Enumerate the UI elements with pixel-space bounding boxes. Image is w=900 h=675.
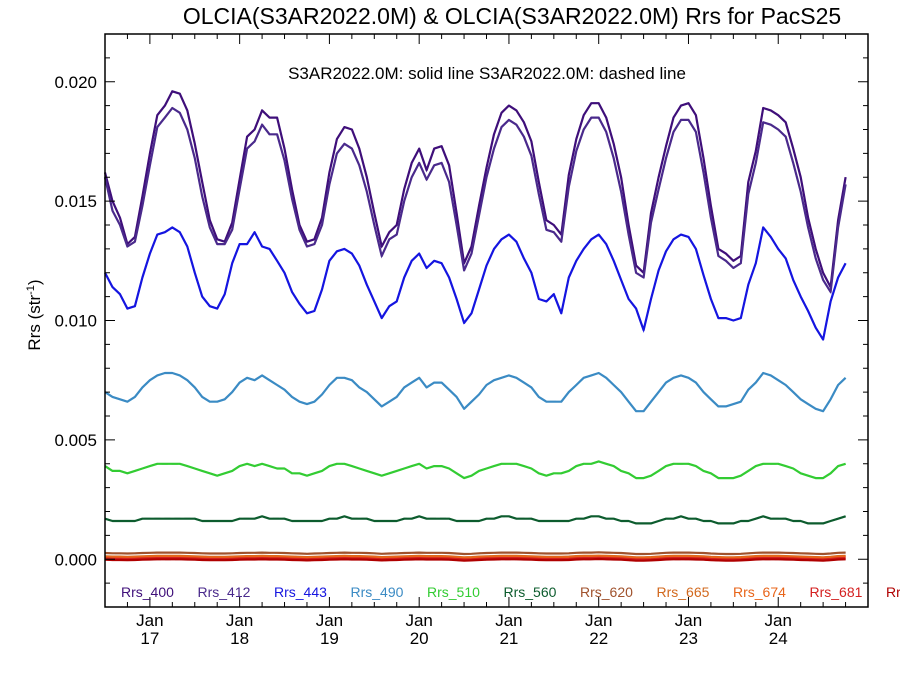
legend-entry-rrs-400: Rrs_400 [121, 584, 174, 600]
series-line-rrs-490-solid [104, 371, 847, 413]
legend-entry-rrs-681: Rrs_681 [810, 584, 863, 600]
legend-entry-rr: Rr [886, 584, 900, 600]
x-tick-label-day: 17 [140, 629, 159, 648]
x-tick-label-day: 22 [589, 629, 608, 648]
legend-entry-rrs-443: Rrs_443 [274, 584, 327, 600]
x-tick-label-month: Jan [316, 611, 343, 630]
plot-frame [104, 33, 869, 608]
x-tick-label-day: 21 [499, 629, 518, 648]
x-tick-label-month: Jan [765, 611, 792, 630]
legend-entry-rrs-674: Rrs_674 [733, 584, 786, 600]
x-tick-label-day: 24 [769, 629, 788, 648]
x-tick-label-day: 19 [320, 629, 339, 648]
series-line-rrs-412-dashed [104, 106, 847, 295]
chart-title: OLCIA(S3AR2022.0M) & OLCIA(S3AR2022.0M) … [183, 3, 841, 29]
series-line-rrs-560-dashed [104, 515, 846, 525]
x-tick-label-day: 18 [230, 629, 249, 648]
legend-entry-rrs-665: Rrs_665 [657, 584, 710, 600]
x-tick-label-month: Jan [226, 611, 253, 630]
x-tick-label-day: 23 [679, 629, 698, 648]
y-axis-label-sup: -1 [25, 285, 37, 295]
x-tick-label-month: Jan [675, 611, 702, 630]
series-line-rrs-510-dashed [104, 460, 846, 479]
svg-text:Rrs (str-1): Rrs (str-1) [25, 279, 44, 350]
x-tick-label-day: 20 [410, 629, 429, 648]
y-tick-label: 0.010 [54, 312, 97, 331]
y-axis-label: Rrs (str-1) [25, 279, 44, 350]
series-line-rrs-490-dashed [104, 372, 847, 413]
chart-subtitle: S3AR2022.0M: solid line S3AR2022.0M: das… [288, 64, 686, 83]
x-tick-label-month: Jan [585, 611, 612, 630]
legend-entry-rrs-620: Rrs_620 [580, 584, 633, 600]
series-line-rrs-412-solid [103, 106, 847, 293]
y-axis-label-main: Rrs (str [25, 295, 44, 351]
legend-entry-rrs-490: Rrs_490 [351, 584, 404, 600]
y-tick-label: 0.020 [54, 73, 97, 92]
y-tick-label: 0.000 [54, 550, 97, 569]
series-line-rr-dashed [104, 558, 846, 562]
x-tick-label-month: Jan [495, 611, 522, 630]
series-line-rrs-510-solid [104, 460, 846, 480]
series-line-rrs-400-solid [103, 90, 847, 289]
series-line-rrs-400-dashed [104, 90, 847, 290]
series-line-rrs-620-dashed [104, 551, 846, 555]
legend-entry-rrs-560: Rrs_560 [504, 584, 557, 600]
y-tick-label: 0.015 [54, 192, 97, 211]
series-line-rrs-674-dashed [104, 555, 846, 559]
series-line-rrs-443-dashed [104, 225, 847, 342]
legend: Rrs_400 Rrs_412 Rrs_443 Rrs_490 Rrs_510 Rrs_5… [121, 584, 900, 600]
legend-entry-rrs-510: Rrs_510 [427, 584, 480, 600]
series-layer [103, 90, 847, 562]
x-tick-label-month: Jan [136, 611, 163, 630]
y-tick-label: 0.005 [54, 431, 97, 450]
y-axis-label-end: ) [25, 279, 44, 285]
series-line-rrs-681-dashed [104, 556, 846, 561]
x-tick-label-month: Jan [405, 611, 432, 630]
legend-entry-rrs-412: Rrs_412 [198, 584, 251, 600]
